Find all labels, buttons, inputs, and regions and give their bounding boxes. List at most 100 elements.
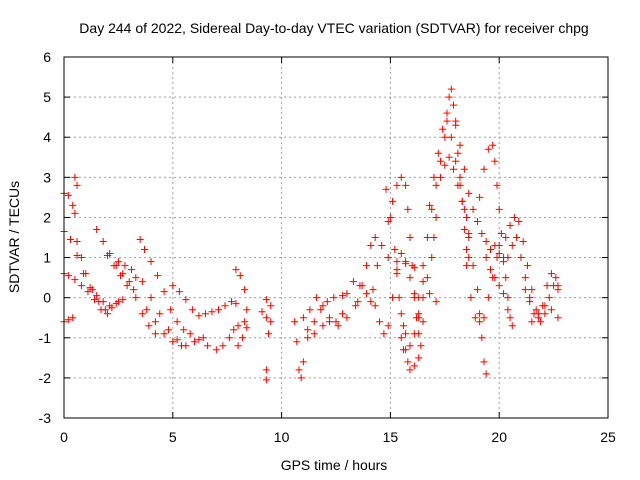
data-point — [77, 254, 85, 262]
data-point — [82, 270, 90, 278]
data-point — [141, 246, 149, 254]
data-point — [389, 294, 397, 302]
data-point — [426, 201, 434, 209]
data-point — [323, 298, 331, 306]
data-point — [406, 342, 414, 350]
data-point — [469, 205, 477, 213]
series-track-j — [136, 236, 233, 354]
x-axis-label: GPS time / hours — [281, 457, 388, 473]
data-point — [476, 193, 484, 201]
data-point — [95, 298, 103, 306]
series-track-h — [104, 252, 138, 294]
data-point — [532, 306, 540, 314]
data-point — [167, 306, 175, 314]
data-point — [454, 181, 462, 189]
series-track-p — [258, 308, 275, 338]
data-point — [71, 276, 79, 284]
data-point — [467, 294, 475, 302]
series-track-f — [73, 238, 122, 314]
data-point — [117, 272, 125, 280]
data-point — [510, 213, 518, 221]
data-point — [312, 294, 320, 302]
data-point — [352, 302, 360, 310]
data-point — [64, 272, 72, 280]
data-point — [456, 173, 464, 181]
data-point — [221, 302, 229, 310]
data-point — [295, 366, 303, 374]
data-point — [151, 330, 159, 338]
series-track-s — [291, 292, 347, 382]
data-point — [519, 238, 527, 246]
data-point — [506, 314, 514, 322]
data-point — [319, 322, 327, 330]
data-point — [404, 205, 412, 213]
data-point — [547, 306, 555, 314]
data-point — [450, 165, 458, 173]
data-point — [406, 234, 414, 241]
data-point — [343, 314, 351, 322]
data-point — [332, 318, 340, 326]
data-point — [119, 296, 127, 304]
data-point — [358, 282, 366, 290]
data-point — [493, 254, 501, 262]
data-point — [415, 294, 423, 302]
series-track-m — [169, 282, 240, 320]
data-point — [528, 318, 536, 326]
data-point — [476, 318, 484, 326]
data-point — [173, 318, 181, 326]
data-point — [410, 362, 418, 370]
data-point — [419, 318, 427, 326]
data-point — [310, 330, 318, 338]
data-point — [232, 266, 240, 274]
data-point — [238, 334, 246, 342]
data-point — [339, 310, 347, 318]
data-point — [262, 366, 270, 374]
x-tick-label: 0 — [60, 429, 68, 445]
data-point — [541, 302, 549, 310]
y-tick-label: 1 — [43, 250, 51, 266]
data-point — [297, 374, 305, 382]
data-point — [439, 125, 447, 133]
data-point — [125, 278, 133, 286]
data-point — [389, 197, 397, 205]
data-point — [310, 318, 318, 326]
data-point — [534, 310, 542, 318]
data-point — [169, 282, 177, 290]
data-point — [136, 236, 144, 244]
data-point — [77, 282, 85, 290]
data-point — [504, 306, 512, 314]
series-track-i — [114, 258, 140, 282]
data-point — [397, 334, 405, 342]
series-track-e — [71, 173, 81, 189]
data-point — [447, 133, 455, 141]
data-point — [402, 260, 410, 268]
data-point — [384, 322, 392, 330]
data-point — [334, 322, 342, 330]
series-track-x — [371, 250, 427, 338]
y-tick-label: -3 — [39, 410, 52, 426]
data-point — [73, 238, 81, 246]
series-track-l — [143, 306, 186, 350]
data-point — [523, 262, 531, 270]
data-point — [212, 346, 220, 354]
data-point — [460, 225, 468, 233]
data-point — [445, 153, 453, 161]
y-tick-label: 4 — [43, 129, 51, 145]
series-track-aj — [502, 213, 562, 326]
data-point — [436, 157, 444, 165]
data-point — [376, 318, 384, 326]
y-tick-label: 6 — [43, 49, 51, 65]
data-point — [384, 254, 392, 262]
series-track-ah — [482, 234, 534, 302]
data-point — [110, 262, 118, 270]
data-point — [362, 290, 370, 298]
data-point — [450, 101, 458, 109]
data-point — [178, 342, 186, 350]
data-point — [473, 217, 481, 225]
data-point — [258, 308, 266, 316]
data-point — [419, 278, 427, 286]
data-point — [460, 165, 468, 173]
data-point — [432, 181, 440, 189]
data-point — [415, 354, 423, 362]
